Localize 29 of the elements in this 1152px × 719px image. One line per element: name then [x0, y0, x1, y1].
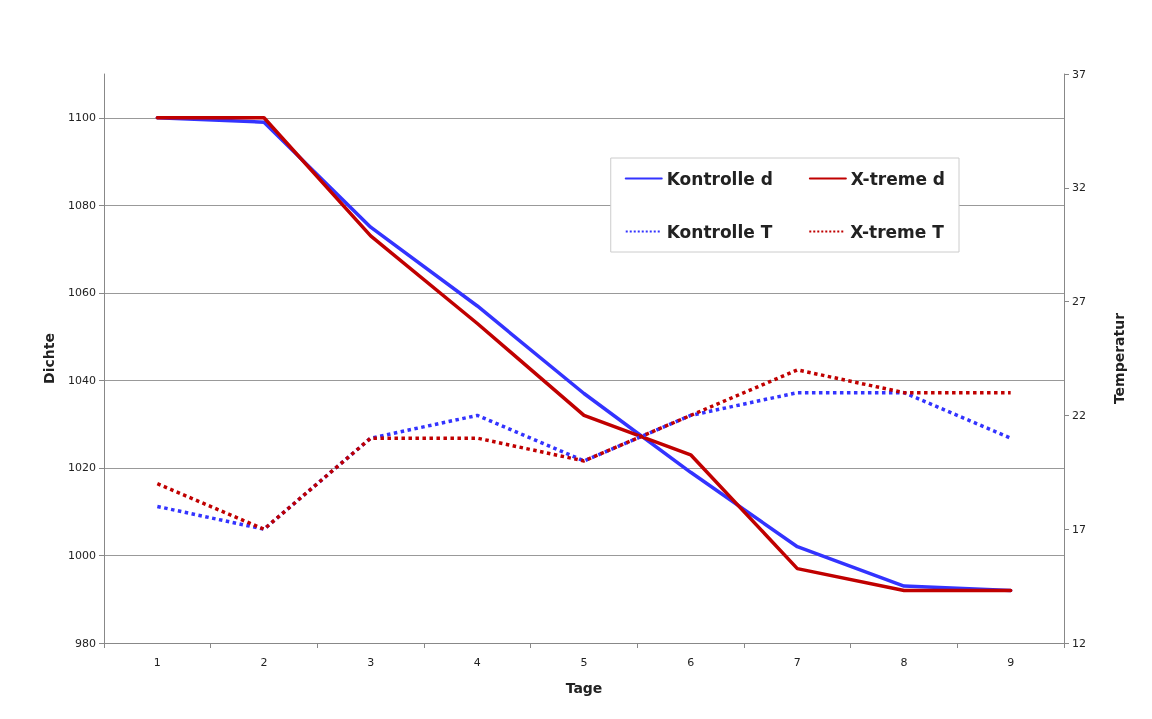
y2-tick-label: 17 [1072, 522, 1086, 536]
y-axis-title: Dichte [41, 333, 57, 384]
legend-label: Kontrolle d [666, 168, 773, 189]
y-tick-label: 980 [75, 636, 96, 650]
y2-tick-label: 37 [1072, 67, 1086, 81]
y2-tick-label: 12 [1072, 636, 1086, 650]
y-tick-label: 1100 [68, 111, 96, 125]
legend-label: X-treme d [850, 168, 946, 189]
y2-axis-title: Temperatur [1111, 312, 1127, 405]
y-tick-label: 1040 [68, 373, 96, 387]
y-tick-label: 1060 [68, 286, 96, 300]
y-tick-label: 1020 [68, 461, 96, 475]
x-axis-title: Tage [565, 680, 603, 696]
y2-tick-label: 32 [1072, 181, 1086, 195]
x-tick-label: 1 [153, 656, 161, 669]
x-tick-label: 3 [367, 656, 375, 669]
y-tick-label: 1080 [68, 198, 96, 212]
x-tick-label: 5 [580, 656, 588, 669]
x-tick-label: 2 [260, 656, 268, 669]
legend-label: Kontrolle T [666, 221, 773, 242]
x-tick-label: 6 [687, 656, 695, 669]
x-tick-label: 7 [793, 656, 801, 669]
legend-label: X-treme T [850, 221, 945, 242]
x-tick-label: 8 [900, 656, 908, 669]
y2-tick-label: 27 [1072, 295, 1086, 309]
y-tick-label: 1000 [68, 548, 96, 562]
x-tick-label: 4 [473, 656, 481, 669]
y2-tick-label: 22 [1072, 408, 1086, 422]
x-tick-label: 9 [1007, 656, 1015, 669]
